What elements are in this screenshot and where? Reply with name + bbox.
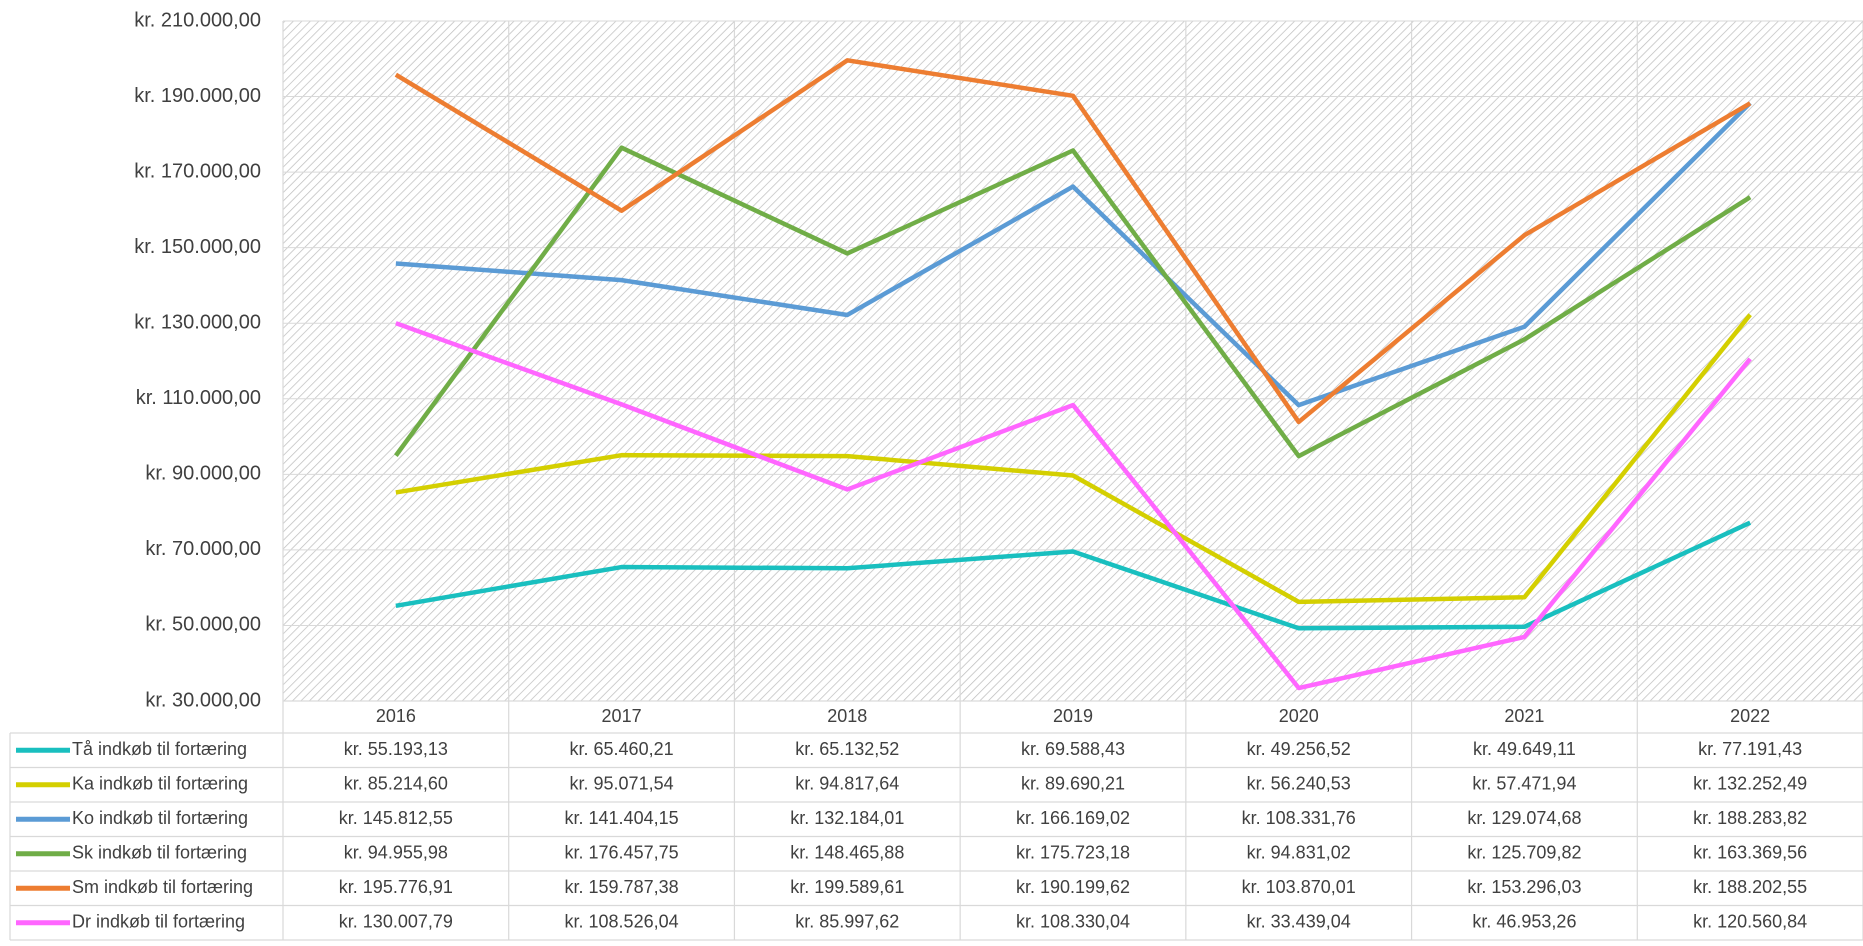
table-cell: kr. 57.471,94	[1472, 774, 1576, 794]
table-cell: kr. 120.560,84	[1693, 912, 1807, 932]
y-tick-label: kr. 90.000,00	[145, 463, 261, 485]
table-cell: kr. 153.296,03	[1467, 877, 1581, 897]
x-tick-label: 2017	[602, 706, 642, 726]
legend-label: Ka indkøb til fortæring	[72, 774, 248, 794]
table-cell: kr. 132.184,01	[790, 808, 904, 828]
table-cell: kr. 159.787,38	[565, 877, 679, 897]
y-tick-label: kr. 210.000,00	[134, 9, 261, 31]
table-cell: kr. 188.202,55	[1693, 877, 1807, 897]
plot-area	[283, 21, 1863, 701]
series-line	[395, 101, 1752, 408]
x-tick-label: 2018	[827, 706, 867, 726]
table-cell: kr. 56.240,53	[1247, 774, 1351, 794]
table-cell: kr. 130.007,79	[339, 912, 453, 932]
table-cell: kr. 94.831,02	[1247, 843, 1351, 863]
x-tick-label: 2016	[376, 706, 416, 726]
table-cell: kr. 49.649,11	[1473, 739, 1576, 759]
legend-label: Ko indkøb til fortæring	[72, 808, 248, 828]
table-cell: kr. 94.817,64	[795, 774, 899, 794]
x-tick-label: 2019	[1053, 706, 1093, 726]
table-cell: kr. 94.955,98	[344, 843, 448, 863]
series-line	[394, 58, 1752, 425]
series-line	[394, 145, 1752, 459]
series-line	[395, 313, 1752, 605]
x-tick-label: 2020	[1279, 706, 1319, 726]
table-cell: kr. 190.199,62	[1016, 877, 1130, 897]
table-cell: kr. 46.953,26	[1472, 912, 1576, 932]
table-cell: kr. 77.191,43	[1698, 739, 1802, 759]
table-cell: kr. 69.588,43	[1021, 739, 1125, 759]
table-cell: kr. 85.214,60	[344, 774, 448, 794]
y-tick-label: kr. 70.000,00	[145, 538, 261, 560]
table-cell: kr. 175.723,18	[1016, 843, 1130, 863]
table-cell: kr. 65.460,21	[570, 739, 674, 759]
y-tick-label: kr. 170.000,00	[134, 160, 261, 182]
table-cell: kr. 132.252,49	[1693, 774, 1807, 794]
table-cell: kr. 33.439,04	[1247, 912, 1351, 932]
table-cell: kr. 108.330,04	[1016, 912, 1130, 932]
x-tick-label: 2022	[1730, 706, 1770, 726]
y-tick-label: kr. 190.000,00	[134, 85, 261, 107]
table-cell: kr. 108.526,04	[565, 912, 679, 932]
table-cell: kr. 145.812,55	[339, 808, 453, 828]
table-cell: kr. 199.589,61	[790, 877, 904, 897]
table-cell: kr. 103.870,01	[1242, 877, 1356, 897]
table-cell: kr. 188.283,82	[1693, 808, 1807, 828]
table-cell: kr. 95.071,54	[570, 774, 674, 794]
table-cell: kr. 166.169,02	[1016, 808, 1130, 828]
y-tick-label: kr. 150.000,00	[134, 236, 261, 258]
legend-label: Dr indkøb til fortæring	[72, 912, 245, 932]
table-cell: kr. 195.776,91	[339, 877, 453, 897]
table-cell: kr. 125.709,82	[1467, 843, 1581, 863]
series-line	[395, 321, 1752, 691]
table-cell: kr. 108.331,76	[1242, 808, 1356, 828]
y-tick-label: kr. 50.000,00	[145, 614, 261, 636]
table-cell: kr. 89.690,21	[1021, 774, 1125, 794]
table-cell: kr. 129.074,68	[1467, 808, 1581, 828]
legend-label: Tå indkøb til fortæring	[72, 739, 247, 759]
series-line	[395, 520, 1752, 631]
table-cell: kr. 176.457,75	[565, 843, 679, 863]
table-cell: kr. 55.193,13	[344, 739, 448, 759]
x-tick-label: 2021	[1504, 706, 1544, 726]
table-cell: kr. 163.369,56	[1693, 843, 1807, 863]
table-cell: kr. 85.997,62	[795, 912, 899, 932]
y-tick-label: kr. 110.000,00	[136, 387, 261, 409]
table-cell: kr. 141.404,15	[565, 808, 679, 828]
legend-label: Sk indkøb til fortæring	[72, 843, 247, 863]
table-cell: kr. 148.465,88	[790, 843, 904, 863]
y-tick-label: kr. 30.000,00	[145, 689, 261, 711]
y-tick-label: kr. 130.000,00	[134, 312, 261, 334]
table-cell: kr. 49.256,52	[1247, 739, 1351, 759]
table-cell: kr. 65.132,52	[795, 739, 899, 759]
legend-label: Sm indkøb til fortæring	[72, 877, 253, 897]
